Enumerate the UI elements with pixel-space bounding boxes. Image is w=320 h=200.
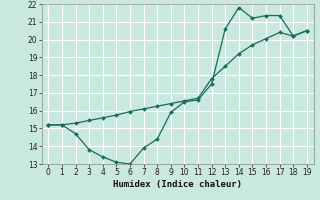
- X-axis label: Humidex (Indice chaleur): Humidex (Indice chaleur): [113, 180, 242, 189]
